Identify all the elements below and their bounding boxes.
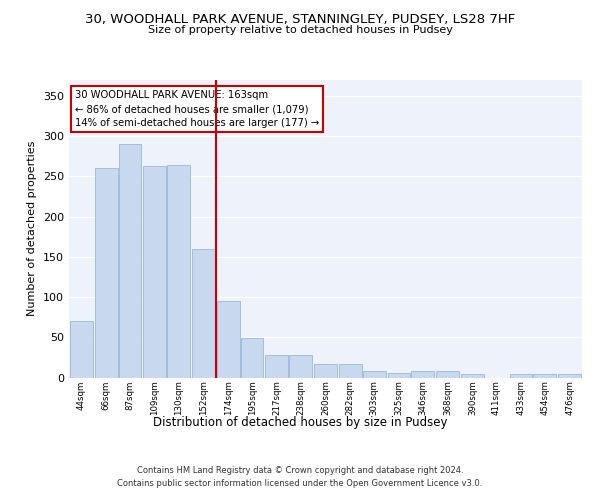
- Text: 30 WOODHALL PARK AVENUE: 163sqm
← 86% of detached houses are smaller (1,079)
14%: 30 WOODHALL PARK AVENUE: 163sqm ← 86% of…: [75, 90, 319, 128]
- Bar: [143, 166, 166, 378]
- Bar: [217, 301, 240, 378]
- Bar: [533, 374, 556, 378]
- Bar: [70, 321, 93, 378]
- Bar: [95, 168, 118, 378]
- Bar: [265, 355, 289, 378]
- Bar: [436, 371, 459, 378]
- Bar: [411, 371, 434, 378]
- Y-axis label: Number of detached properties: Number of detached properties: [28, 141, 37, 316]
- Bar: [558, 374, 581, 378]
- Text: Distribution of detached houses by size in Pudsey: Distribution of detached houses by size …: [153, 416, 447, 429]
- Text: 30, WOODHALL PARK AVENUE, STANNINGLEY, PUDSEY, LS28 7HF: 30, WOODHALL PARK AVENUE, STANNINGLEY, P…: [85, 12, 515, 26]
- Bar: [119, 144, 142, 378]
- Bar: [241, 338, 263, 378]
- Bar: [362, 371, 386, 378]
- Bar: [509, 374, 532, 378]
- Bar: [192, 249, 215, 378]
- Bar: [167, 165, 190, 378]
- Bar: [314, 364, 337, 378]
- Bar: [339, 364, 362, 378]
- Text: Size of property relative to detached houses in Pudsey: Size of property relative to detached ho…: [148, 25, 452, 35]
- Bar: [289, 355, 312, 378]
- Bar: [461, 374, 484, 378]
- Bar: [388, 372, 410, 378]
- Text: Contains HM Land Registry data © Crown copyright and database right 2024.
Contai: Contains HM Land Registry data © Crown c…: [118, 466, 482, 487]
